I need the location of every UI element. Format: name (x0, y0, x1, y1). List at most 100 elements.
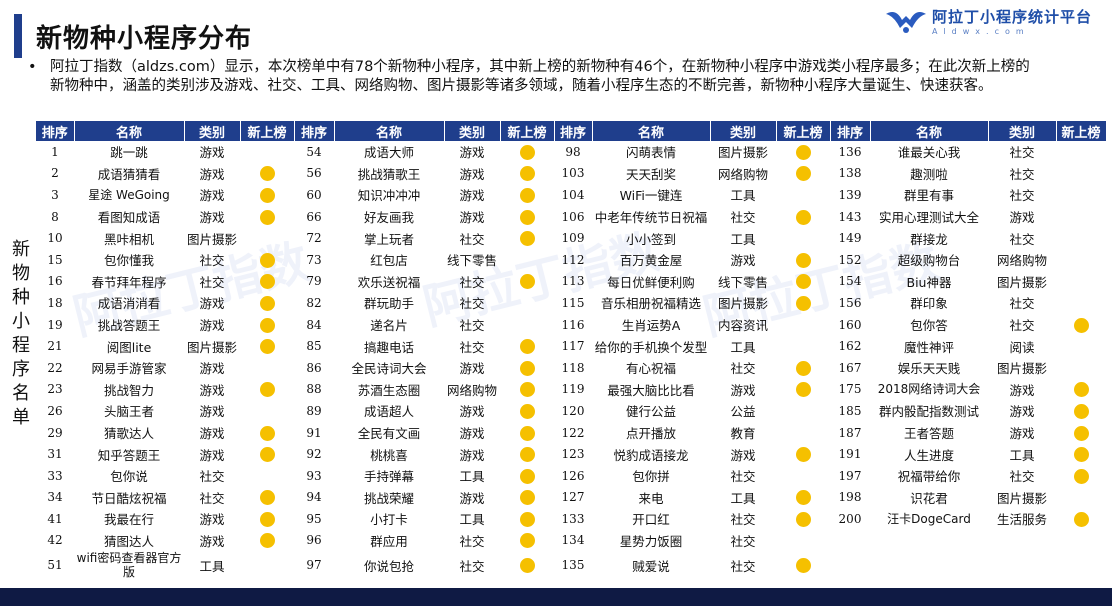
new-entry-cell (776, 357, 830, 379)
new-entry-dot-icon (259, 166, 275, 182)
category-cell: 游戏 (459, 145, 485, 161)
name-cell: 生肖运势A (621, 318, 681, 334)
table-row: 18 成语消消看 游戏 82 群玩助手 社交 115 音乐相册祝福精选 图片摄影 156 群印象 社交 (36, 292, 1106, 314)
rank-cell: 185 (838, 403, 862, 418)
name-cell: 手持弹幕 (363, 469, 414, 485)
rank-cell: 133 (561, 511, 585, 526)
rank-cell: 109 (561, 231, 585, 246)
category-cell: 游戏 (199, 188, 225, 204)
rank-cell: 200 (838, 511, 862, 526)
new-entry-dot-icon (259, 209, 275, 225)
category-cell: 游戏 (459, 490, 485, 506)
rank-cell: 8 (51, 209, 59, 224)
name-cell: 2018网络诗词大会 (877, 382, 981, 397)
name-header: 名称 (334, 121, 445, 141)
name-cell: 知乎答题王 (97, 447, 161, 463)
category-cell: 游戏 (1009, 426, 1035, 442)
rank-cell: 167 (838, 360, 862, 375)
new-entry-header: 新上榜 (500, 121, 555, 141)
new-entry-cell (240, 465, 294, 487)
rank-cell: 160 (838, 317, 862, 332)
name-cell: 星途 WeGoing (88, 187, 170, 202)
name-cell: 苏酒生态圈 (357, 382, 421, 398)
rank-cell: 79 (306, 274, 322, 289)
rank-cell: 119 (561, 382, 585, 397)
category-cell: 公益 (730, 404, 756, 420)
new-entry-cell (776, 249, 830, 271)
rank-cell: 138 (838, 166, 862, 181)
table-row: 19 挑战答题王 游戏 84 递名片 社交 116 生肖运势A 内容资讯 160 包你答 社交 (36, 314, 1106, 336)
name-cell (870, 551, 988, 579)
table-row: 31 知乎答题王 游戏 92 桃桃喜 游戏 123 悦豹成语接龙 游戏 191 人生进度 工具 (36, 443, 1106, 465)
category-cell: 网络购物 (996, 253, 1047, 269)
category-cell: 游戏 (1009, 382, 1035, 398)
rank-cell: 54 (306, 144, 322, 159)
name-cell: 挑战荣耀 (363, 490, 414, 506)
new-entry-cell (240, 551, 294, 579)
new-entry-cell (776, 487, 830, 509)
rank-cell: 122 (561, 425, 585, 440)
rank-cell (830, 551, 870, 579)
rank-cell: 23 (47, 382, 63, 397)
rank-cell: 1 (51, 144, 59, 159)
table-row: 1 跳一跳 游戏 54 成语大师 游戏 98 闪萌表情 图片摄影 136 谁最关心我 社交 (36, 141, 1106, 163)
name-cell: 群应用 (370, 533, 408, 549)
category-cell: 线下零售 (717, 274, 768, 290)
name-cell: 小小签到 (625, 231, 676, 247)
name-cell: 人生进度 (903, 447, 954, 463)
new-entry-cell (1056, 443, 1106, 465)
category-cell (988, 551, 1056, 579)
category-cell: 工具 (459, 512, 485, 528)
category-cell: 游戏 (459, 361, 485, 377)
category-cell: 线下零售 (446, 253, 497, 269)
rank-cell: 60 (306, 187, 322, 202)
new-entry-cell (1056, 271, 1106, 293)
name-header: 名称 (870, 121, 989, 141)
category-cell: 游戏 (730, 382, 756, 398)
rank-cell: 112 (561, 252, 585, 267)
new-entry-dot-icon (259, 511, 275, 527)
rank-cell: 34 (47, 490, 63, 505)
new-entry-cell (776, 508, 830, 530)
new-entry-header: 新上榜 (1056, 121, 1107, 141)
category-cell: 社交 (730, 361, 756, 377)
category-cell: 游戏 (1009, 404, 1035, 420)
category-cell: 社交 (730, 210, 756, 226)
name-cell: 星势力饭圈 (619, 533, 683, 549)
name-cell: 群里有事 (903, 188, 954, 204)
rank-cell: 106 (561, 209, 585, 224)
category-cell: 游戏 (459, 210, 485, 226)
name-cell: 给你的手机换个发型 (594, 339, 708, 355)
name-cell: 群印象 (910, 296, 948, 312)
category-cell: 游戏 (199, 361, 225, 377)
category-cell: 游戏 (199, 533, 225, 549)
new-entry-cell (1056, 314, 1106, 336)
name-cell: 成语超人 (363, 404, 414, 420)
new-entry-dot-icon (519, 511, 535, 527)
new-entry-cell (500, 271, 554, 293)
category-cell: 游戏 (459, 447, 485, 463)
table-row: 16 春节拜年程序 社交 79 欢乐送祝福 社交 113 每日优鲜便利购 线下零售 154 Biu神… (36, 271, 1106, 293)
category-cell: 工具 (199, 558, 225, 574)
name-cell: 群玩助手 (363, 296, 414, 312)
new-entry-cell (1056, 227, 1106, 249)
new-entry-cell (240, 141, 294, 163)
category-cell: 阅读 (1009, 339, 1035, 355)
rank-cell: 73 (306, 252, 322, 267)
new-entry-cell (240, 379, 294, 401)
rank-cell: 31 (47, 447, 63, 462)
new-entry-cell (500, 141, 554, 163)
table-row: 3 星途 WeGoing 游戏 60 知识冲冲冲 游戏 104 WiFi一键连 工具 139 群里有… (36, 184, 1106, 206)
new-entry-dot-icon (795, 447, 811, 463)
name-cell (870, 530, 988, 552)
new-entry-cell (1056, 400, 1106, 422)
name-cell: 知识冲冲冲 (357, 188, 421, 204)
new-entry-dot-icon (519, 339, 535, 355)
category-cell: 社交 (459, 339, 485, 355)
new-entry-cell (776, 206, 830, 228)
rank-cell: 72 (306, 231, 322, 246)
rank-cell: 117 (561, 339, 585, 354)
rank-cell: 115 (561, 295, 585, 310)
rank-header: 排序 (554, 121, 593, 141)
table-row: 34 节日酷炫祝福 社交 94 挑战荣耀 游戏 127 来电 工具 198 识花君 图片摄影 (36, 487, 1106, 509)
